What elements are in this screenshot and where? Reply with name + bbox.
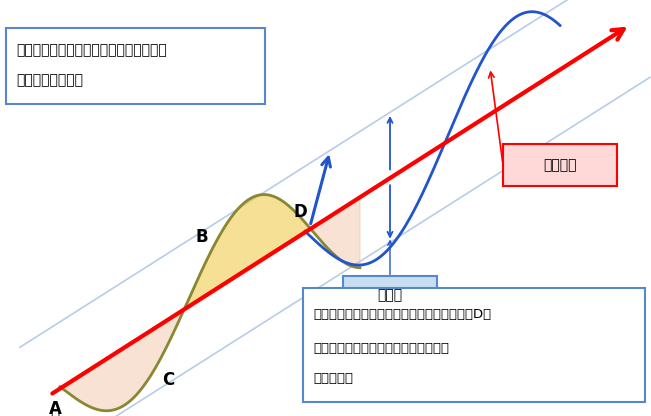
FancyBboxPatch shape (6, 28, 265, 104)
Text: ノイズ: ノイズ (378, 288, 402, 302)
FancyBboxPatch shape (503, 144, 617, 186)
Text: 相場水準: 相場水準 (543, 158, 577, 172)
FancyBboxPatch shape (343, 275, 437, 314)
Text: B: B (195, 228, 208, 246)
Text: 形成されている。: 形成されている。 (16, 73, 83, 87)
Text: ト: ト (50, 409, 59, 416)
FancyBboxPatch shape (303, 288, 645, 402)
Text: D: D (293, 203, 307, 221)
Text: C: C (162, 371, 174, 389)
Text: A: A (49, 400, 61, 416)
Text: トレンドは相場水準（中心）とノイズで: トレンドは相場水準（中心）とノイズで (16, 43, 167, 57)
Text: 相場水準とノイズ幅がわかれば、次の頂点（D）: 相場水準とノイズ幅がわかれば、次の頂点（D） (313, 309, 491, 322)
Text: にいつどの値段で到達するかは容易に: にいつどの値段で到達するかは容易に (313, 342, 449, 354)
Text: 推測出来る: 推測出来る (313, 371, 353, 384)
